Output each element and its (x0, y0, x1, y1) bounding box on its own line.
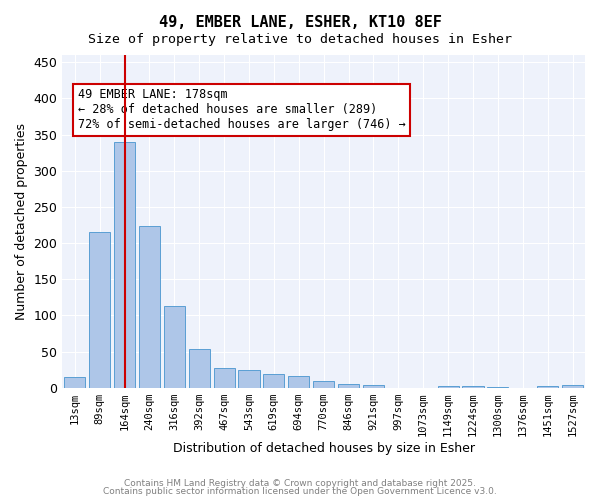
Bar (338, 384, 359, 388)
Y-axis label: Number of detached properties: Number of detached properties (15, 123, 28, 320)
Bar (263, 374, 284, 388)
Bar (288, 376, 310, 388)
Bar (437, 386, 458, 388)
Bar (238, 370, 260, 388)
Bar (164, 306, 185, 388)
Bar (188, 349, 210, 388)
Bar (313, 382, 334, 388)
Text: Contains HM Land Registry data © Crown copyright and database right 2025.: Contains HM Land Registry data © Crown c… (124, 478, 476, 488)
Bar (562, 385, 583, 388)
Text: 49, EMBER LANE, ESHER, KT10 8EF: 49, EMBER LANE, ESHER, KT10 8EF (158, 15, 442, 30)
Text: Size of property relative to detached houses in Esher: Size of property relative to detached ho… (88, 32, 512, 46)
Bar (487, 387, 508, 388)
Bar (537, 386, 558, 388)
Bar (139, 226, 160, 388)
Bar (89, 232, 110, 388)
Bar (114, 142, 135, 388)
X-axis label: Distribution of detached houses by size in Esher: Distribution of detached houses by size … (173, 442, 475, 455)
Text: 49 EMBER LANE: 178sqm
← 28% of detached houses are smaller (289)
72% of semi-det: 49 EMBER LANE: 178sqm ← 28% of detached … (78, 88, 406, 132)
Bar (463, 386, 484, 388)
Bar (64, 377, 85, 388)
Bar (363, 385, 384, 388)
Bar (214, 368, 235, 388)
Text: Contains public sector information licensed under the Open Government Licence v3: Contains public sector information licen… (103, 487, 497, 496)
